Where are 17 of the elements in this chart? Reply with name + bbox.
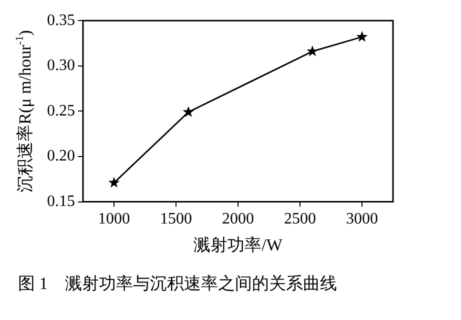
point xyxy=(182,106,194,117)
point xyxy=(108,176,120,188)
point xyxy=(306,45,318,56)
y-tick-label: 0.35 xyxy=(47,12,75,29)
x-tick-label: 2000 xyxy=(222,210,254,228)
y-tick-label: 0.30 xyxy=(47,57,75,74)
y-tick-label: 0.15 xyxy=(47,193,75,210)
x-axis-title: 溅射功率/W xyxy=(194,235,284,254)
x-tick-label: 1000 xyxy=(98,210,130,228)
caption: 图 1 溅射功率与沉积速率之间的关系曲线 xyxy=(17,273,338,295)
x-tick-label: 2500 xyxy=(284,210,316,228)
y-tick-label: 0.20 xyxy=(47,148,75,165)
y-axis-title: 沉积速率R(μ m/hour-1) xyxy=(14,30,34,192)
x-tick-label: 3000 xyxy=(346,210,378,228)
y-tick-label: 0.25 xyxy=(47,102,75,120)
point xyxy=(356,30,368,42)
x-tick-label: 1500 xyxy=(160,210,192,228)
